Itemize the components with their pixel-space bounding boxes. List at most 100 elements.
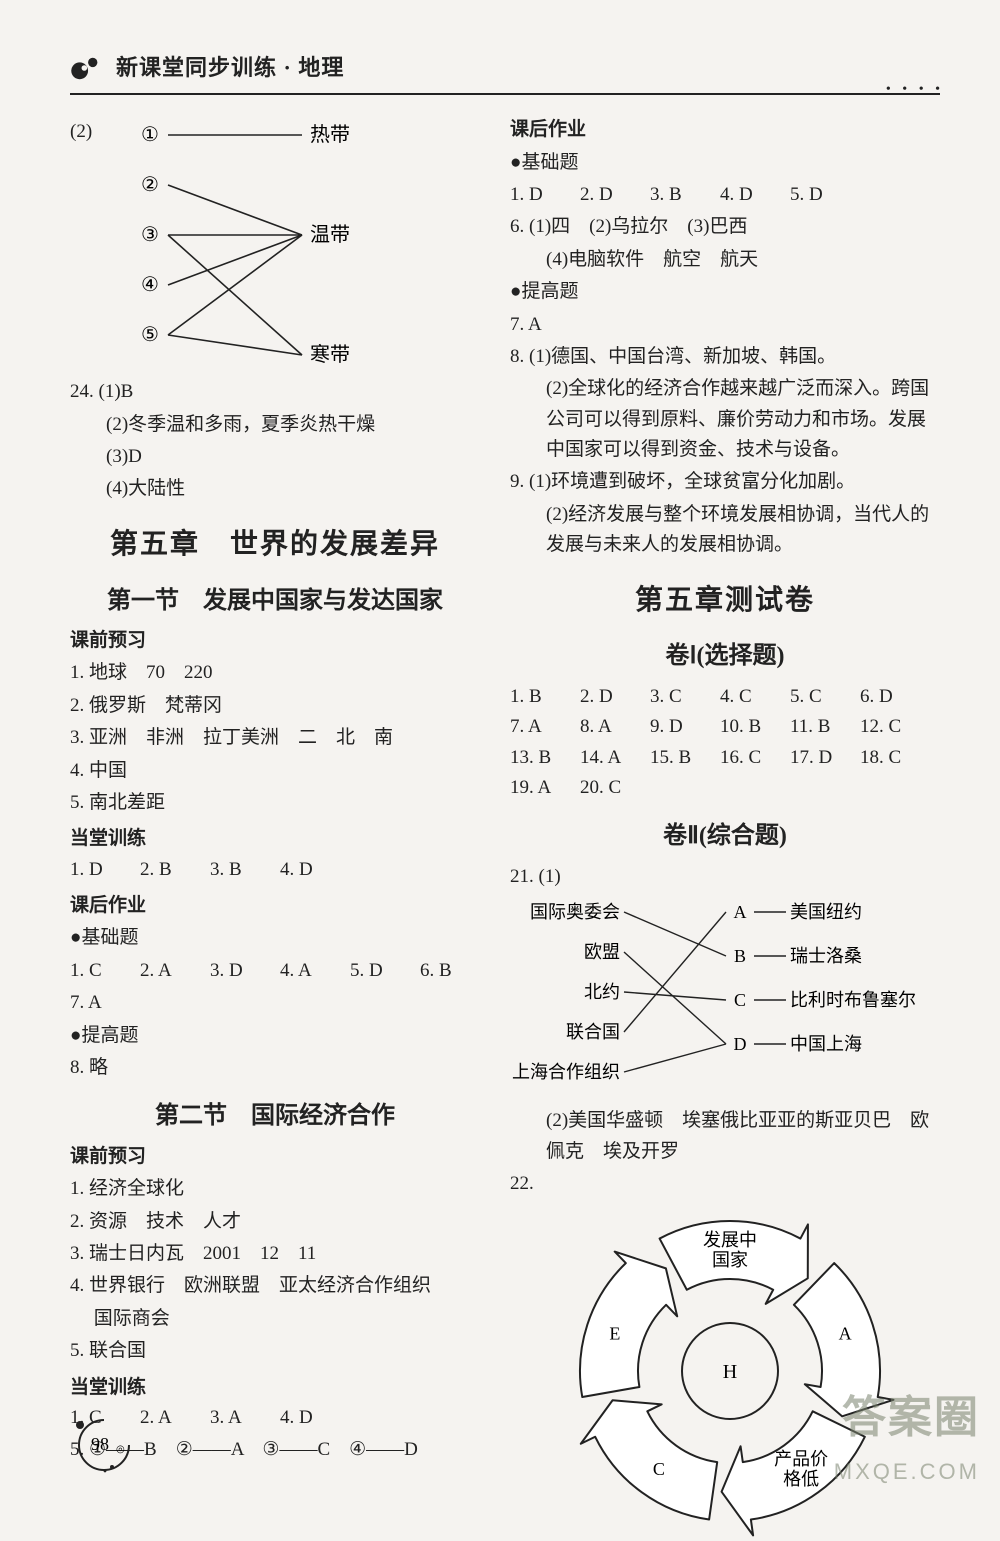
answer-item: 1. C bbox=[70, 956, 122, 986]
svg-text:D: D bbox=[734, 1034, 747, 1054]
svg-text:产品价: 产品价 bbox=[774, 1449, 828, 1469]
svg-text:◎: ◎ bbox=[116, 1444, 125, 1455]
matching-diagram-2: 国际奥委会欧盟北约联合国上海合作组织ABCD美国纽约瑞士洛桑比利时布鲁塞尔中国上… bbox=[510, 894, 940, 1104]
answer-item: 3. A bbox=[210, 1403, 262, 1433]
svg-text:国际奥委会: 国际奥委会 bbox=[530, 902, 620, 922]
svg-text:瑞士洛桑: 瑞士洛桑 bbox=[790, 946, 862, 966]
svg-text:热带: 热带 bbox=[310, 123, 350, 146]
test-part2: 卷Ⅱ(综合题) bbox=[510, 817, 940, 855]
svg-text:②: ② bbox=[141, 174, 159, 196]
svg-text:C: C bbox=[734, 990, 746, 1010]
sec1-adv8: 8. 略 bbox=[70, 1053, 480, 1083]
answer-item: 2. B bbox=[140, 855, 192, 885]
q24-num: 24. bbox=[70, 381, 94, 402]
r-q8b: (2)全球化的经济合作越来越广泛而深入。跨国公司可以得到原料、廉价劳动力和市场。… bbox=[510, 374, 940, 465]
answer-item: 6. B bbox=[420, 956, 472, 986]
svg-text:发展中: 发展中 bbox=[703, 1230, 757, 1250]
sec2-inclass-label: 当堂训练 bbox=[70, 1373, 480, 1403]
r-q9b: (2)经济发展与整个环境发展相协调，当代人的发展与未来人的发展相协调。 bbox=[510, 500, 940, 561]
svg-text:比利时布鲁塞尔: 比利时布鲁塞尔 bbox=[790, 990, 916, 1010]
answer-item: 5. D bbox=[790, 180, 842, 210]
cycle-diagram: H发展中国家A产品价格低CE bbox=[540, 1201, 920, 1541]
answer-item: 3. D bbox=[210, 956, 262, 986]
svg-text:寒带: 寒带 bbox=[310, 343, 350, 366]
svg-text:美国纽约: 美国纽约 bbox=[790, 902, 862, 922]
svg-text:温带: 温带 bbox=[310, 223, 350, 246]
answer-item: 3. B bbox=[650, 180, 702, 210]
sec1-adv-label: ●提高题 bbox=[70, 1021, 480, 1051]
header-divider bbox=[70, 93, 940, 95]
svg-text:上海合作组织: 上海合作组织 bbox=[512, 1062, 620, 1082]
sec1-p1: 1. 地球 70 220 bbox=[70, 658, 480, 688]
q24-3: (3)D bbox=[70, 442, 480, 472]
sec1-hw-label: 课后作业 bbox=[70, 891, 480, 921]
answer-item: 2. A bbox=[140, 956, 192, 986]
svg-text:联合国: 联合国 bbox=[566, 1022, 620, 1042]
r-base-answers: 1. D 2. D 3. B 4. D 5. D bbox=[510, 180, 940, 210]
r-hw-label: 课后作业 bbox=[510, 115, 940, 145]
test-answers: 1. B2. D3. C4. C5. C6. D7. A8. A9. D10. … bbox=[510, 682, 940, 804]
header-title: 新课堂同步训练 · 地理 bbox=[116, 50, 344, 85]
svg-text:①: ① bbox=[141, 124, 159, 146]
answer-item: 4. D bbox=[720, 180, 772, 210]
test-part1: 卷Ⅰ(选择题) bbox=[510, 637, 940, 675]
sec1-p4: 4. 中国 bbox=[70, 756, 480, 786]
q21-label: 21. (1) bbox=[510, 862, 940, 892]
sec1-preview-label: 课前预习 bbox=[70, 626, 480, 656]
sec2-p5: 5. 联合国 bbox=[70, 1336, 480, 1366]
svg-text:中国上海: 中国上海 bbox=[790, 1034, 862, 1054]
section2-title: 第二节 国际经济合作 bbox=[70, 1097, 480, 1135]
sec2-p2: 2. 资源 技术 人才 bbox=[70, 1207, 480, 1237]
q22-label: 22. bbox=[510, 1169, 940, 1199]
r-q9a: 9. (1)环境遭到破坏，全球贫富分化加剧。 bbox=[510, 467, 940, 497]
sec2-p4b: 国际商会 bbox=[70, 1304, 480, 1334]
r-q6b: (4)电脑软件 航空 航天 bbox=[510, 245, 940, 275]
answer-item: 2. A bbox=[140, 1403, 192, 1433]
chapter5-title: 第五章 世界的发展差异 bbox=[70, 523, 480, 568]
sec1-p2: 2. 俄罗斯 梵蒂冈 bbox=[70, 691, 480, 721]
svg-text:④: ④ bbox=[141, 274, 159, 296]
sec2-preview-label: 课前预习 bbox=[70, 1142, 480, 1172]
sec1-p5: 5. 南北差距 bbox=[70, 788, 480, 818]
r-adv-label: ●提高题 bbox=[510, 277, 940, 307]
section1-title: 第一节 发展中国家与发达国家 bbox=[70, 582, 480, 620]
r-q6: 6. (1)四 (2)乌拉尔 (3)巴西 bbox=[510, 212, 940, 242]
answer-item: 5. D bbox=[350, 956, 402, 986]
sec1-base-label: ●基础题 bbox=[70, 923, 480, 953]
svg-text:H: H bbox=[723, 1361, 737, 1383]
logo-icon bbox=[70, 54, 108, 82]
svg-text:③: ③ bbox=[141, 224, 159, 246]
svg-text:国家: 国家 bbox=[712, 1250, 748, 1270]
watermark-top: 答案圈 bbox=[834, 1383, 980, 1453]
r-base-label: ●基础题 bbox=[510, 148, 940, 178]
q24-1: (1)B bbox=[99, 381, 134, 402]
watermark: 答案圈 MXQE.COM bbox=[834, 1383, 980, 1489]
q24-2: (2)冬季温和多雨，夏季炎热干燥 bbox=[70, 410, 480, 440]
sec2-p3: 3. 瑞士日内瓦 2001 12 11 bbox=[70, 1239, 480, 1269]
test-title: 第五章测试卷 bbox=[510, 579, 940, 624]
sec1-inclass-label: 当堂训练 bbox=[70, 824, 480, 854]
answer-item: 4. D bbox=[280, 1403, 332, 1433]
svg-text:格低: 格低 bbox=[783, 1469, 819, 1489]
svg-text:A: A bbox=[839, 1324, 852, 1344]
answer-item: 4. A bbox=[280, 956, 332, 986]
sec2-p4: 4. 世界银行 欧洲联盟 亚太经济合作组织 bbox=[70, 1271, 480, 1301]
svg-text:C: C bbox=[653, 1459, 665, 1479]
answer-item: 1. D bbox=[510, 180, 562, 210]
diagram1-prefix: (2) bbox=[70, 117, 92, 147]
q24-4: (4)大陆性 bbox=[70, 474, 480, 504]
watermark-bottom: MXQE.COM bbox=[834, 1454, 980, 1489]
answer-item: 2. D bbox=[580, 180, 632, 210]
q21b: (2)美国华盛顿 埃塞俄比亚亚的斯亚贝巴 欧佩克 埃及开罗 bbox=[510, 1106, 940, 1167]
svg-text:⑤: ⑤ bbox=[141, 324, 159, 346]
sec1-inclass-answers: 1. D 2. B 3. B 4. D bbox=[70, 855, 480, 885]
svg-text:98: 98 bbox=[91, 1434, 109, 1454]
svg-text:A: A bbox=[734, 902, 747, 922]
svg-text:B: B bbox=[734, 946, 746, 966]
sec2-p1: 1. 经济全球化 bbox=[70, 1174, 480, 1204]
sec1-p3: 3. 亚洲 非洲 拉丁美洲 二 北 南 bbox=[70, 723, 480, 753]
answer-item: 3. B bbox=[210, 855, 262, 885]
svg-text:欧盟: 欧盟 bbox=[584, 942, 620, 962]
answer-item: 4. D bbox=[280, 855, 332, 885]
answer-item: 1. D bbox=[70, 855, 122, 885]
